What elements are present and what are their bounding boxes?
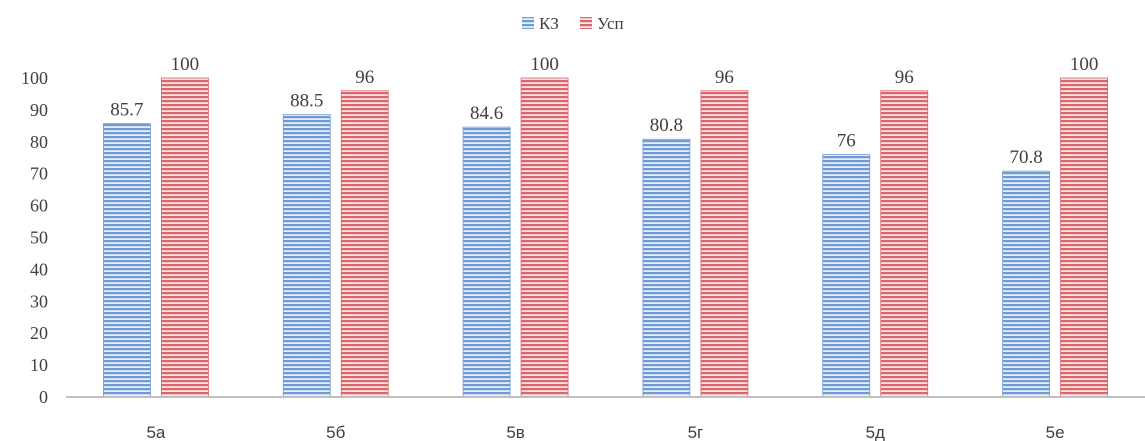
x-tick-label: 5г	[688, 423, 704, 441]
legend-swatch-usp	[580, 17, 592, 29]
y-tick-label: 50	[30, 228, 48, 248]
bar-usp	[700, 90, 749, 398]
data-label: 100	[1070, 54, 1099, 75]
bar-kz	[822, 154, 871, 398]
bar-usp	[520, 77, 569, 398]
x-tick-label: 5а	[146, 423, 165, 441]
legend-label-usp: Усп	[597, 14, 624, 33]
data-label: 76	[837, 131, 856, 152]
data-label: 80.8	[650, 115, 683, 136]
y-axis: 0 10 20 30 40 50 60 70 80 90 100	[21, 68, 48, 407]
data-label: 88.5	[290, 91, 323, 112]
bars	[103, 77, 1108, 398]
x-axis: 5а 5б 5в 5г 5д 5е	[146, 423, 1064, 441]
legend-swatch-kz	[522, 17, 534, 29]
data-label: 70.8	[1009, 147, 1042, 168]
data-label: 100	[530, 54, 559, 75]
bar-usp	[340, 90, 389, 398]
y-tick-label: 10	[30, 355, 48, 375]
bar-kz	[282, 114, 331, 398]
data-label: 84.6	[470, 103, 503, 124]
x-tick-label: 5е	[1046, 423, 1065, 441]
y-tick-label: 100	[21, 68, 48, 88]
x-tick-label: 5д	[866, 423, 885, 441]
y-tick-label: 90	[30, 100, 48, 120]
y-tick-label: 30	[30, 291, 48, 311]
legend-label-kz: КЗ	[539, 14, 559, 33]
data-label: 100	[171, 54, 200, 75]
data-label: 85.7	[110, 100, 143, 121]
x-tick-label: 5б	[326, 423, 345, 441]
bar-kz	[1002, 170, 1050, 398]
bar-usp	[161, 77, 209, 398]
data-labels: 85.7 100 88.5 96 84.6 100 80.8 96 76 96 70.8 100	[110, 54, 1098, 168]
y-tick-label: 20	[30, 323, 48, 343]
data-label: 96	[895, 67, 914, 88]
x-tick-label: 5в	[506, 423, 525, 441]
bar-kz	[642, 138, 691, 398]
y-tick-label: 0	[39, 387, 48, 407]
y-tick-label: 60	[30, 196, 48, 216]
y-tick-label: 40	[30, 259, 48, 279]
bar-usp	[880, 90, 929, 398]
y-tick-label: 80	[30, 132, 48, 152]
data-label: 96	[355, 67, 374, 88]
legend: КЗ Усп	[522, 14, 624, 33]
bar-kz	[462, 126, 511, 398]
bar-kz	[103, 123, 151, 398]
y-tick-label: 70	[30, 164, 48, 184]
bar-usp	[1060, 77, 1108, 398]
data-label: 96	[715, 67, 734, 88]
